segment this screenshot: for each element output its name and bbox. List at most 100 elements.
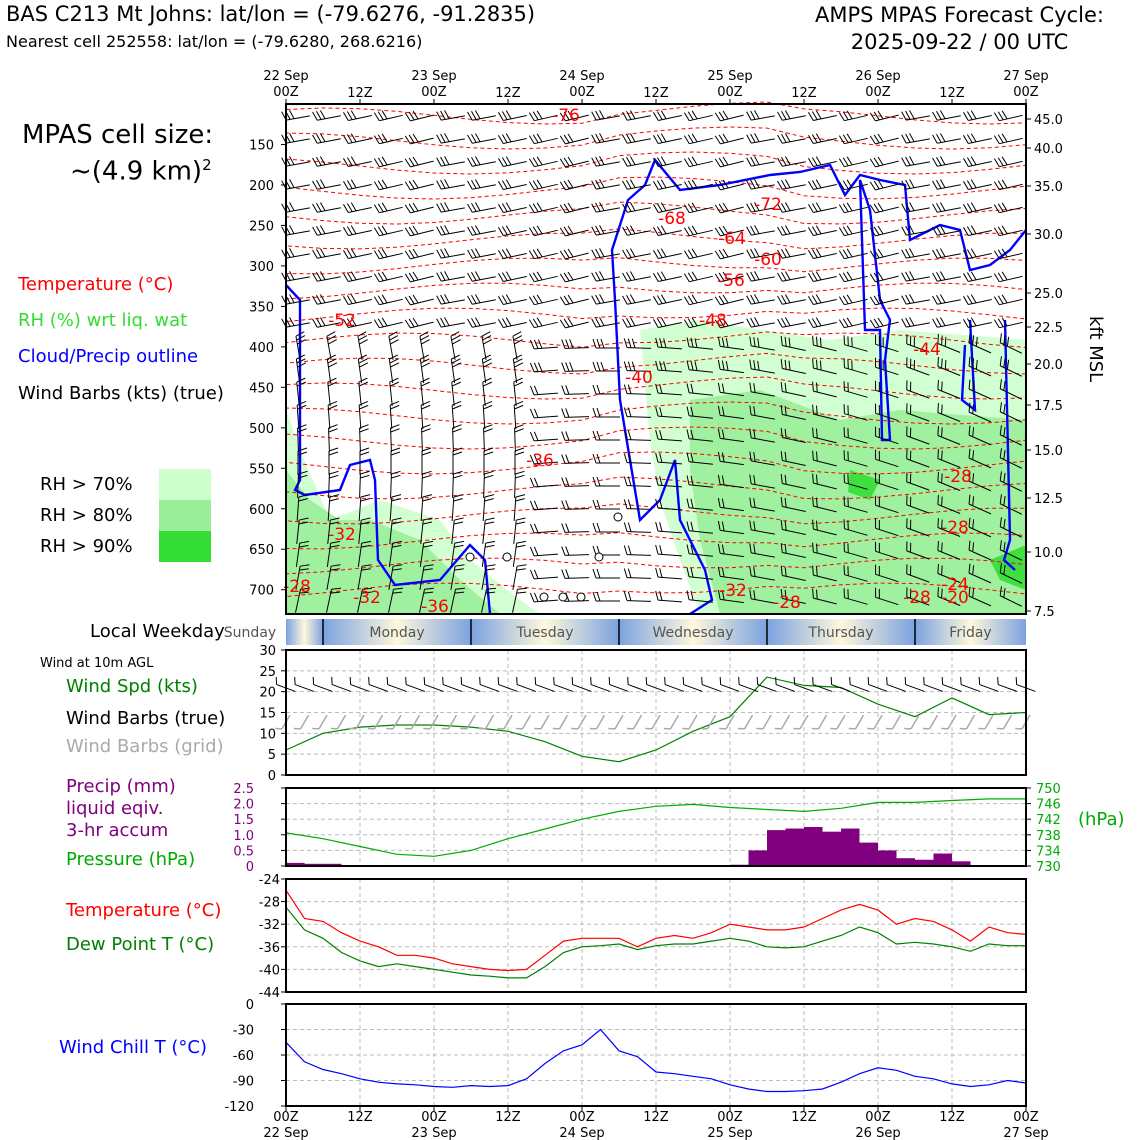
wind-barb-shaft: [813, 528, 837, 536]
barb-shaft: [775, 684, 796, 692]
wind-barb: [780, 359, 806, 374]
wind-barb-feather: [811, 272, 818, 281]
wind-barb-feather: [312, 272, 318, 282]
wind-barb-shaft: [875, 550, 899, 560]
wind-barb-feather: [939, 110, 946, 120]
wind-barb: [561, 523, 590, 533]
wind-barb: [623, 430, 652, 441]
wind-barb: [963, 317, 992, 328]
wind-barb-feather: [932, 272, 938, 282]
wind-barb-shaft: [481, 336, 487, 360]
wind-barb-feather: [350, 248, 357, 258]
wind-barb-feather: [659, 384, 663, 394]
wind-barb-feather: [627, 430, 632, 440]
wind-barb-feather: [721, 590, 725, 600]
wind-chill-line: [285, 1028, 1027, 1093]
wind-barb-feather: [968, 563, 971, 574]
wind-barb-feather: [875, 449, 877, 460]
wind-barb-feather: [412, 317, 419, 327]
wind-barb: [906, 357, 930, 376]
wind-barb-feather: [721, 475, 725, 485]
wind-barb: [746, 271, 775, 282]
wind-barb-feather: [963, 158, 969, 167]
barb-shaft: [794, 684, 814, 692]
wind-barb-feather: [528, 158, 535, 167]
wind-barb-shaft: [937, 573, 961, 583]
wind-tick-label: 25: [259, 665, 276, 680]
wind-barb-shaft: [564, 485, 590, 487]
wind-barb-shaft: [999, 434, 1023, 446]
wind-barb-feather: [467, 111, 473, 121]
wind-barb-shaft: [657, 346, 683, 350]
wind-barb-feather: [631, 361, 636, 372]
wind-barb-feather: [847, 520, 849, 530]
wind-barb: [686, 475, 713, 488]
barb-shaft: [368, 684, 389, 692]
wind-barb-shaft: [844, 528, 868, 536]
barb-feather: [886, 676, 888, 685]
barb-shaft: [461, 684, 481, 692]
wind-barb-10m: [941, 676, 962, 692]
wind-barb-feather: [451, 358, 461, 364]
barb-feather: [904, 676, 907, 685]
wind-barb-feather: [436, 203, 442, 213]
wind-barb-feather: [754, 110, 760, 119]
wind-barb-shaft: [379, 114, 403, 122]
wind-barb-feather: [663, 338, 667, 348]
wind-barb-feather: [687, 134, 694, 144]
wind-barb-feather: [687, 111, 694, 121]
wind-barb-feather: [660, 248, 667, 258]
wind-barb-feather: [906, 403, 908, 413]
wind-barb: [404, 294, 434, 306]
wind-barb: [993, 248, 1023, 260]
wind-barb: [529, 523, 559, 534]
wind-barb-feather: [444, 179, 450, 188]
wind-barb: [373, 248, 403, 260]
wind-barb-feather: [595, 225, 601, 235]
wind-barb-feather: [746, 134, 752, 144]
wind-barb-feather: [754, 202, 760, 211]
wind-barb: [359, 447, 370, 475]
wind-barb-feather: [687, 180, 694, 190]
wind-barb: [592, 430, 620, 441]
wind-barb: [326, 331, 337, 360]
wind-barb-feather: [686, 360, 690, 370]
wind-barb-feather: [350, 202, 357, 212]
wind-barb-feather: [484, 470, 494, 475]
barb-shaft: [997, 684, 1018, 692]
wind-barb-feather: [966, 203, 973, 212]
wind-barb-shaft: [720, 391, 744, 397]
wind-barb: [838, 317, 868, 329]
wind-barb-feather: [536, 225, 543, 235]
wind-barb-feather: [941, 565, 943, 576]
barb-feather: [848, 727, 856, 730]
legend-cloud: Cloud/Precip outline: [18, 346, 199, 367]
wind-barb-feather: [595, 294, 601, 304]
temp-contour-label: -28: [903, 588, 931, 608]
wind-barb-feather: [690, 590, 694, 601]
panel-frame: [285, 649, 1027, 776]
wind-barb-feather: [993, 296, 1000, 305]
wind-barb: [529, 569, 559, 580]
wind-barb: [838, 110, 868, 122]
barb-shaft: [849, 684, 870, 692]
wind-barb: [328, 424, 338, 453]
wind-barb: [513, 494, 526, 522]
wind-barb: [404, 248, 434, 260]
wind-barb-shaft: [937, 527, 961, 537]
wind-barb: [717, 520, 744, 535]
wind-barb: [481, 540, 496, 567]
wind-barb-feather: [777, 295, 783, 305]
wind-barb-feather: [390, 404, 400, 410]
wind-barb-feather: [963, 319, 969, 328]
wind-barb-feather: [750, 248, 756, 258]
wind-barb-feather: [444, 271, 450, 280]
wind-barb-feather: [312, 111, 318, 121]
wind-barb-feather: [361, 568, 371, 571]
wind-barb-feather: [629, 317, 636, 327]
wind-barb-feather: [1003, 450, 1006, 460]
wind-barb-feather: [346, 111, 353, 120]
wind-barb-shaft: [813, 413, 837, 421]
wind-barb: [436, 225, 465, 236]
barb-feather: [1015, 727, 1023, 730]
